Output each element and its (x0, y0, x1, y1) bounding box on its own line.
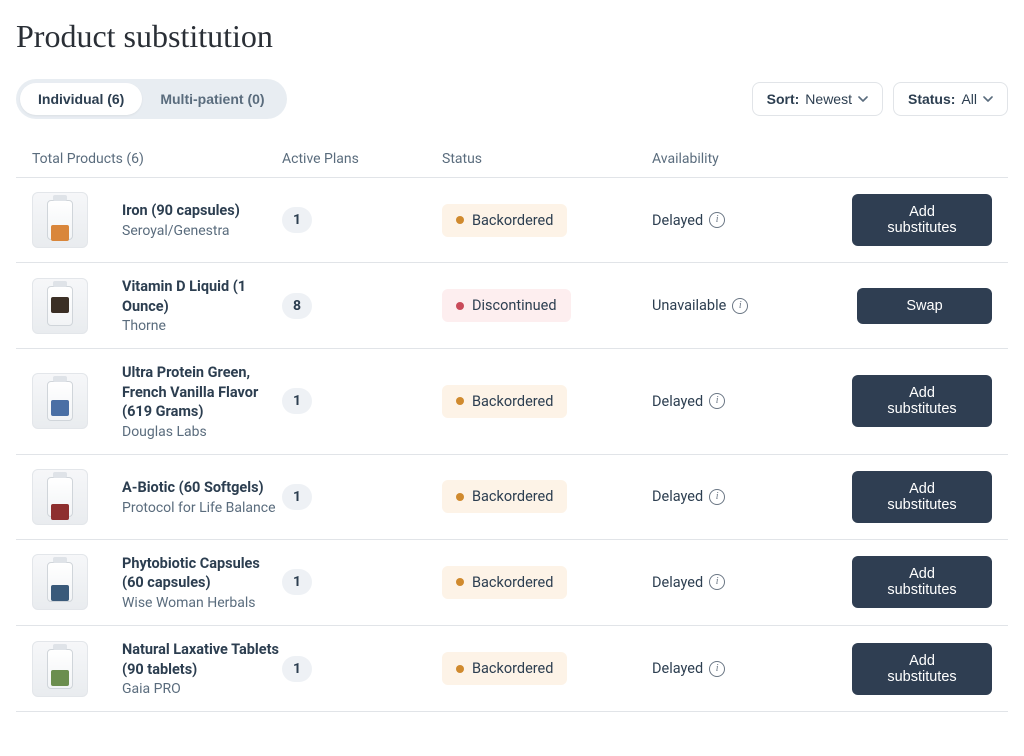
active-plans-count: 8 (282, 293, 312, 319)
product-brand: Seroyal/Genestra (122, 223, 282, 239)
product-brand: Gaia PRO (122, 681, 282, 697)
status-badge: Backordered (442, 566, 567, 599)
status-text: Backordered (472, 212, 553, 229)
active-plans-count: 1 (282, 656, 312, 682)
status-text: Backordered (472, 660, 553, 677)
status-value: All (961, 91, 977, 107)
status-badge: Backordered (442, 385, 567, 418)
product-brand: Douglas Labs (122, 424, 282, 440)
status-badge: Backordered (442, 652, 567, 685)
col-availability: Availability (652, 151, 852, 167)
status-text: Backordered (472, 393, 553, 410)
table-header: Total Products (6) Active Plans Status A… (16, 141, 1008, 178)
availability-text: Delayed (652, 393, 703, 410)
sort-value: Newest (805, 91, 852, 107)
table-row: Phytobiotic Capsules (60 capsules) Wise W… (16, 540, 1008, 626)
status-badge: Discontinued (442, 289, 571, 322)
product-thumbnail (32, 278, 88, 334)
info-icon[interactable]: i (709, 574, 725, 590)
product-brand: Thorne (122, 318, 282, 334)
chevron-down-icon (858, 94, 868, 104)
table-row: Natural Laxative Tablets (90 tablets) Gai… (16, 626, 1008, 712)
filters: Sort: Newest Status: All (752, 82, 1008, 116)
availability-text: Delayed (652, 488, 703, 505)
swap-button[interactable]: Swap (857, 288, 992, 324)
product-thumbnail (32, 641, 88, 697)
info-icon[interactable]: i (709, 661, 725, 677)
product-name[interactable]: A-Biotic (60 Softgels) (122, 478, 282, 498)
page-title: Product substitution (16, 18, 1008, 55)
col-status: Status (442, 151, 652, 167)
tab-multi[interactable]: Multi-patient (0) (142, 83, 282, 115)
toolbar: Individual (6)Multi-patient (0) Sort: Ne… (16, 79, 1008, 119)
status-text: Discontinued (472, 297, 557, 314)
product-name[interactable]: Natural Laxative Tablets (90 tablets) (122, 640, 282, 679)
add-substitutes-button[interactable]: Add substitutes (852, 643, 992, 695)
product-name[interactable]: Ultra Protein Green, French Vanilla Flav… (122, 363, 282, 422)
availability: Unavailable i (652, 297, 748, 314)
product-thumbnail (32, 373, 88, 429)
table-row: Vitamin D Liquid (1 Ounce) Thorne8 Discont… (16, 263, 1008, 349)
status-label: Status: (908, 91, 955, 107)
add-substitutes-button[interactable]: Add substitutes (852, 556, 992, 608)
availability: Delayed i (652, 488, 725, 505)
info-icon[interactable]: i (709, 212, 725, 228)
table-row: Iron (90 capsules) Seroyal/Genestra1 Backo… (16, 178, 1008, 263)
status-dot-icon (456, 397, 464, 405)
info-icon[interactable]: i (732, 298, 748, 314)
status-dot-icon (456, 493, 464, 501)
status-text: Backordered (472, 488, 553, 505)
product-brand: Wise Woman Herbals (122, 595, 282, 611)
sort-label: Sort: (767, 91, 800, 107)
active-plans-count: 1 (282, 388, 312, 414)
status-badge: Backordered (442, 480, 567, 513)
status-dropdown[interactable]: Status: All (893, 82, 1008, 116)
sort-dropdown[interactable]: Sort: Newest (752, 82, 883, 116)
availability-text: Unavailable (652, 297, 726, 314)
status-badge: Backordered (442, 204, 567, 237)
add-substitutes-button[interactable]: Add substitutes (852, 194, 992, 246)
table-row: A-Biotic (60 Softgels) Protocol for Life … (16, 455, 1008, 540)
status-dot-icon (456, 578, 464, 586)
availability: Delayed i (652, 660, 725, 677)
info-icon[interactable]: i (709, 393, 725, 409)
status-dot-icon (456, 216, 464, 224)
product-thumbnail (32, 469, 88, 525)
availability: Delayed i (652, 574, 725, 591)
status-dot-icon (456, 302, 464, 310)
col-plans: Active Plans (282, 151, 442, 167)
status-dot-icon (456, 665, 464, 673)
product-name[interactable]: Vitamin D Liquid (1 Ounce) (122, 277, 282, 316)
product-brand: Protocol for Life Balance (122, 500, 282, 516)
status-text: Backordered (472, 574, 553, 591)
active-plans-count: 1 (282, 569, 312, 595)
product-thumbnail (32, 554, 88, 610)
add-substitutes-button[interactable]: Add substitutes (852, 471, 992, 523)
tab-individual[interactable]: Individual (6) (20, 83, 142, 115)
availability-text: Delayed (652, 574, 703, 591)
active-plans-count: 1 (282, 207, 312, 233)
product-name[interactable]: Iron (90 capsules) (122, 201, 282, 221)
tabs: Individual (6)Multi-patient (0) (16, 79, 287, 119)
products-table: Total Products (6) Active Plans Status A… (16, 141, 1008, 712)
availability-text: Delayed (652, 212, 703, 229)
availability-text: Delayed (652, 660, 703, 677)
availability: Delayed i (652, 212, 725, 229)
product-name[interactable]: Phytobiotic Capsules (60 capsules) (122, 554, 282, 593)
add-substitutes-button[interactable]: Add substitutes (852, 375, 992, 427)
table-row: Ultra Protein Green, French Vanilla Flav… (16, 349, 1008, 455)
chevron-down-icon (983, 94, 993, 104)
active-plans-count: 1 (282, 484, 312, 510)
product-thumbnail (32, 192, 88, 248)
info-icon[interactable]: i (709, 489, 725, 505)
col-products: Total Products (6) (32, 151, 282, 167)
availability: Delayed i (652, 393, 725, 410)
